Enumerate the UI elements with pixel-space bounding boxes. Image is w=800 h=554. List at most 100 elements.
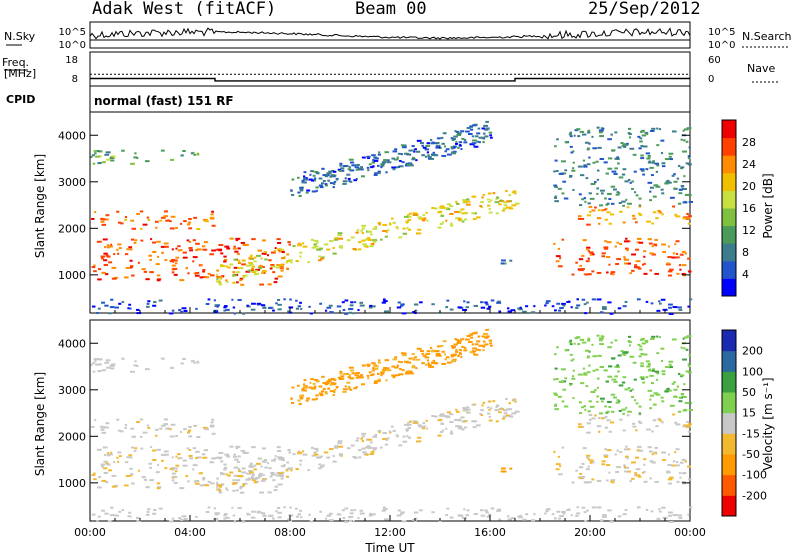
velocity-echo bbox=[246, 512, 249, 515]
power-echo bbox=[582, 159, 586, 162]
power-echo bbox=[657, 209, 661, 212]
velocity-echo bbox=[681, 458, 686, 461]
power-echo bbox=[160, 216, 166, 219]
power-echo bbox=[569, 135, 573, 138]
power-echo bbox=[416, 139, 422, 142]
velocity-echo bbox=[310, 378, 315, 381]
velocity-echo bbox=[349, 377, 355, 380]
velocity-echo bbox=[180, 518, 184, 521]
velocity-echo bbox=[688, 402, 692, 405]
power-echo bbox=[302, 245, 308, 248]
power-echo bbox=[669, 268, 674, 271]
velocity-echo bbox=[583, 511, 587, 514]
power-echo bbox=[362, 243, 367, 246]
velocity-echo bbox=[124, 424, 128, 427]
velocity-echo bbox=[466, 411, 471, 414]
velocity-echo bbox=[631, 477, 635, 480]
power-echo bbox=[601, 255, 606, 258]
velocity-echo bbox=[343, 373, 347, 376]
power-echo bbox=[262, 266, 265, 269]
power-echo bbox=[130, 219, 135, 222]
power-echo bbox=[102, 238, 108, 241]
power-echo bbox=[332, 246, 335, 249]
velocity-echo bbox=[152, 512, 157, 515]
velocity-echo bbox=[253, 481, 258, 484]
velocity-echo bbox=[416, 440, 422, 443]
power-echo bbox=[343, 165, 347, 168]
velocity-echo bbox=[571, 375, 575, 378]
velocity-echo bbox=[668, 514, 672, 517]
power-echo bbox=[367, 169, 370, 172]
power-echo bbox=[130, 265, 134, 268]
power-echo bbox=[577, 135, 581, 138]
velocity-echo bbox=[394, 374, 398, 377]
power-echo bbox=[298, 194, 302, 197]
velocity-echo bbox=[440, 414, 445, 417]
power-echo bbox=[571, 169, 576, 172]
velocity-echo bbox=[318, 467, 322, 470]
velocity-echo bbox=[457, 419, 461, 422]
velocity-echo bbox=[682, 337, 685, 340]
velocity-cbar-tick: 100 bbox=[742, 365, 763, 378]
power-echo bbox=[165, 219, 169, 222]
velocity-echo bbox=[643, 463, 646, 466]
power-echo bbox=[441, 154, 447, 157]
velocity-echo bbox=[610, 479, 616, 482]
velocity-echo bbox=[223, 517, 226, 520]
velocity-echo bbox=[320, 390, 325, 393]
power-echo bbox=[415, 150, 421, 153]
velocity-echo bbox=[400, 511, 405, 514]
velocity-echo bbox=[650, 337, 655, 340]
nsky-label: N.Sky bbox=[4, 30, 36, 43]
power-echo bbox=[337, 168, 342, 171]
power-echo bbox=[472, 218, 477, 221]
power-echo bbox=[338, 246, 342, 249]
velocity-echo bbox=[440, 422, 445, 425]
velocity-echo bbox=[488, 339, 493, 342]
velocity-echo bbox=[602, 514, 607, 517]
power-echo bbox=[668, 274, 672, 277]
velocity-echo bbox=[554, 367, 558, 370]
power-echo bbox=[606, 202, 610, 205]
velocity-echo bbox=[399, 512, 404, 515]
power-echo bbox=[518, 308, 523, 311]
velocity-echo bbox=[424, 356, 430, 359]
power-echo bbox=[316, 248, 322, 251]
power-echo bbox=[128, 303, 132, 306]
velocity-echo bbox=[645, 376, 649, 379]
power-echo bbox=[596, 169, 600, 172]
power-cbar-tick: 16 bbox=[742, 202, 756, 215]
power-echo bbox=[500, 199, 503, 202]
power-echo bbox=[607, 157, 613, 160]
power-echo bbox=[606, 241, 612, 244]
power-echo bbox=[614, 245, 617, 248]
power-echo bbox=[596, 178, 599, 181]
power-echo bbox=[597, 298, 602, 301]
velocity-echo bbox=[161, 459, 164, 462]
power-echo bbox=[616, 156, 619, 159]
power-echo bbox=[660, 139, 665, 142]
velocity-echo bbox=[96, 519, 99, 522]
velocity-echo bbox=[149, 466, 152, 469]
power-echo bbox=[106, 246, 110, 249]
power-echo bbox=[223, 258, 228, 261]
velocity-echo bbox=[374, 433, 378, 436]
velocity-echo bbox=[511, 412, 517, 415]
velocity-echo bbox=[622, 429, 626, 432]
power-echo bbox=[444, 150, 448, 153]
power-echo bbox=[240, 283, 245, 286]
velocity-echo bbox=[672, 514, 678, 517]
power-echo bbox=[604, 240, 607, 243]
power-echo bbox=[160, 245, 166, 248]
power-echo bbox=[513, 191, 516, 194]
velocity-echo bbox=[553, 404, 558, 407]
cpid-text: normal (fast) 151 RF bbox=[94, 94, 234, 108]
velocity-echo bbox=[283, 506, 286, 509]
power-echo bbox=[452, 145, 457, 148]
power-echo bbox=[388, 222, 391, 225]
velocity-echo bbox=[164, 453, 169, 456]
velocity-echo bbox=[609, 421, 615, 424]
velocity-echo bbox=[174, 470, 178, 473]
power-echo bbox=[101, 161, 106, 164]
velocity-echo bbox=[193, 480, 197, 483]
